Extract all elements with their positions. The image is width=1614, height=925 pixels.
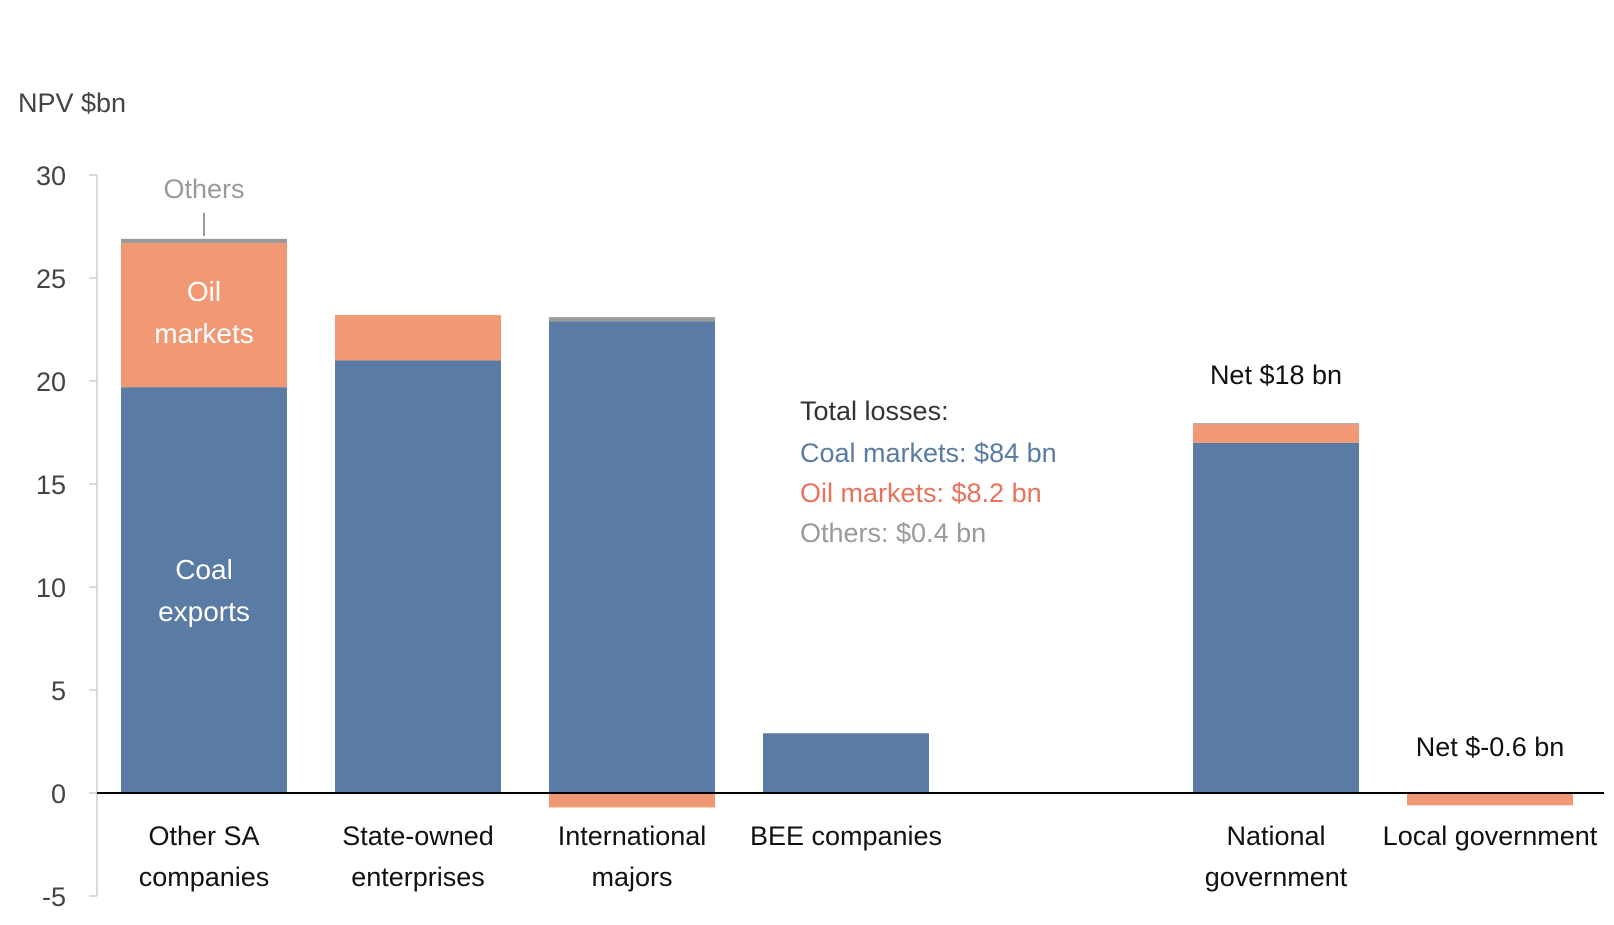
x-category-label: National	[1226, 821, 1325, 851]
totals-oil: Oil markets: $8.2 bn	[800, 478, 1042, 508]
y-axis-label: NPV $bn	[18, 88, 126, 118]
x-category-label: Local government	[1383, 821, 1598, 851]
bar-segment-coal-3	[763, 733, 929, 793]
bars	[97, 238, 1604, 808]
bar-segment-oil-2	[549, 793, 715, 808]
coal-exports-label: Coal exports	[158, 554, 250, 627]
x-category-label: companies	[139, 862, 270, 892]
bar-segment-others-4	[1193, 423, 1359, 425]
others-callout: Others	[163, 174, 245, 236]
y-tick-label: 30	[36, 161, 66, 191]
bar-segment-oil-4	[1193, 424, 1359, 443]
bar-segment-others-0	[121, 238, 287, 243]
y-tick-label: 5	[51, 676, 66, 706]
bar-segment-others-2	[549, 317, 715, 322]
x-category-label: majors	[591, 862, 672, 892]
totals-title: Total losses:	[800, 396, 949, 426]
coal-label-line-2: exports	[158, 596, 250, 627]
bar-segment-oil-0	[121, 242, 287, 388]
x-category-label: BEE companies	[750, 821, 942, 851]
bar-segment-coal-4	[1193, 442, 1359, 793]
totals-others: Others: $0.4 bn	[800, 518, 986, 548]
y-axis: -5 0 5 10 15 20 25 30	[36, 161, 98, 912]
bar-segment-coal-1	[335, 360, 501, 793]
oil-markets-label: Oil markets	[154, 276, 254, 349]
bar-segment-coal-2	[549, 321, 715, 793]
net-label-local-government: Net $-0.6 bn	[1416, 732, 1565, 762]
others-callout-label: Others	[163, 174, 244, 204]
totals-coal: Coal markets: $84 bn	[800, 438, 1057, 468]
x-category-label: State-owned	[342, 821, 494, 851]
bar-segment-coal-0	[121, 387, 287, 793]
oil-label-line-2: markets	[154, 318, 254, 349]
x-category-label: Other SA	[148, 821, 259, 851]
x-category-label: government	[1205, 862, 1348, 892]
y-tick-label: 20	[36, 367, 66, 397]
net-label-national-government: Net $18 bn	[1210, 360, 1342, 390]
x-category-label: International	[558, 821, 707, 851]
x-axis-labels: Other SA companies State-owned enterprises I…	[139, 821, 1598, 892]
bar-segment-oil-1	[335, 315, 501, 361]
y-tick-label: 10	[36, 573, 66, 603]
x-category-label: enterprises	[351, 862, 485, 892]
y-tick-label: -5	[42, 882, 66, 912]
y-tick-label: 15	[36, 470, 66, 500]
coal-label-line-1: Coal	[175, 554, 233, 585]
y-tick-label: 25	[36, 264, 66, 294]
totals-box: Total losses: Coal markets: $84 bn Oil m…	[800, 396, 1057, 548]
y-tick-label: 0	[51, 779, 66, 809]
oil-label-line-1: Oil	[187, 276, 221, 307]
bar-segment-oil-5	[1407, 793, 1573, 806]
